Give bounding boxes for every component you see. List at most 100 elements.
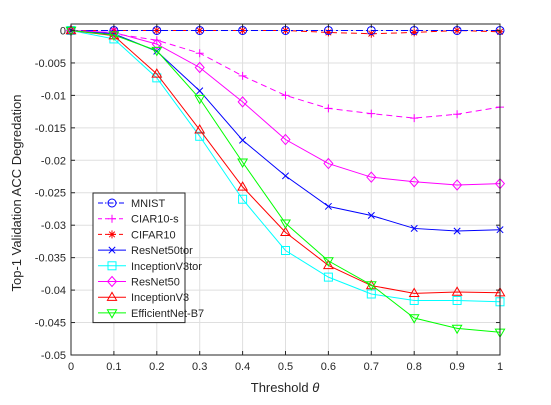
data-point bbox=[324, 28, 333, 37]
legend-entry: CIAR10-s bbox=[98, 214, 179, 226]
data-point bbox=[451, 324, 463, 335]
legend-marker bbox=[106, 275, 118, 288]
legend-box bbox=[92, 192, 186, 324]
data-point bbox=[281, 172, 290, 180]
legend-marker bbox=[106, 291, 118, 301]
legend-marker bbox=[108, 230, 116, 239]
x-tick-label: 0.7 bbox=[364, 361, 379, 373]
data-point bbox=[195, 26, 204, 35]
data-point bbox=[451, 286, 463, 296]
data-point bbox=[237, 181, 249, 191]
data-point bbox=[281, 91, 290, 100]
data-point bbox=[365, 281, 377, 291]
y-tick-label: -0.035 bbox=[35, 253, 66, 265]
y-tick-label: -0.005 bbox=[35, 58, 66, 70]
data-point bbox=[410, 114, 419, 123]
series-line bbox=[70, 29, 501, 186]
x-tick-label: 0.3 bbox=[192, 361, 207, 373]
y-tick-label: -0.01 bbox=[41, 90, 66, 102]
y-tick-label: -0.025 bbox=[35, 188, 66, 200]
data-point bbox=[280, 133, 291, 146]
y-tick-label: -0.045 bbox=[35, 318, 66, 330]
data-point bbox=[323, 272, 333, 282]
series-inceptionv3 bbox=[65, 24, 506, 298]
legend-label: ResNet50 bbox=[131, 277, 180, 289]
series-efficientnet-b7 bbox=[65, 26, 506, 339]
y-tick-label: 0 bbox=[60, 25, 66, 37]
legend-label: CIAR10-s bbox=[131, 214, 179, 226]
legend-entry: EfficientNet-B7 bbox=[98, 308, 204, 320]
x-tick-label: 1 bbox=[497, 361, 503, 373]
data-point bbox=[367, 109, 376, 118]
legend-entry: MNIST bbox=[98, 198, 166, 210]
legend-marker bbox=[107, 198, 117, 208]
x-axis-title: Threshold θ bbox=[251, 380, 320, 395]
data-point bbox=[452, 179, 463, 191]
legend-label: EfficientNet-B7 bbox=[131, 308, 204, 320]
data-point bbox=[366, 171, 377, 183]
data-point bbox=[194, 94, 206, 105]
data-point bbox=[108, 26, 119, 39]
data-point bbox=[367, 211, 375, 220]
y-tick-label: -0.04 bbox=[41, 285, 66, 297]
x-tick-label: 0.8 bbox=[407, 361, 422, 373]
legend-entry: CIFAR10 bbox=[98, 229, 176, 241]
data-point bbox=[237, 96, 248, 108]
y-tick-label: -0.015 bbox=[35, 123, 66, 135]
data-point bbox=[108, 31, 120, 41]
series-line bbox=[70, 29, 501, 303]
data-point bbox=[194, 123, 206, 134]
legend-label: MNIST bbox=[131, 198, 166, 210]
data-point bbox=[410, 224, 418, 232]
series-resnet50 bbox=[65, 24, 506, 191]
data-point bbox=[281, 246, 290, 256]
ticks: 0 0.1 0.2 0.3 0.4 0.5 0.6 0.7 0.8 0.9 1 0 -0.005 -0.0… bbox=[35, 24, 503, 373]
data-point bbox=[452, 295, 462, 305]
data-point bbox=[409, 175, 420, 188]
legend-label: ResNet50tor bbox=[131, 245, 193, 257]
data-point bbox=[196, 87, 204, 95]
data-point bbox=[324, 202, 332, 210]
legend-entry: InceptionV3 bbox=[98, 291, 189, 304]
x-tick-label: 0.1 bbox=[106, 361, 121, 373]
x-tick-label: 0.5 bbox=[278, 361, 293, 373]
x-tick-label: 0.9 bbox=[449, 361, 464, 373]
legend-marker bbox=[106, 309, 118, 319]
legend-label: InceptionV3 bbox=[131, 292, 189, 304]
y-tick-label: -0.03 bbox=[41, 220, 66, 232]
y-tick-label: -0.02 bbox=[41, 155, 66, 167]
legend: MNIST CIAR10-s CIFAR10 ResNet50tor Inception… bbox=[92, 192, 204, 324]
legend-entry: InceptionV3tor bbox=[98, 261, 202, 273]
x-tick-label: 0 bbox=[68, 361, 74, 373]
data-point bbox=[453, 227, 461, 235]
data-point bbox=[410, 28, 419, 37]
y-tick-label: -0.05 bbox=[41, 350, 66, 362]
data-point bbox=[280, 226, 291, 237]
legend-entry: ResNet50tor bbox=[98, 245, 193, 257]
data-point bbox=[152, 36, 161, 45]
legend-marker bbox=[108, 214, 116, 223]
data-point bbox=[238, 194, 248, 204]
legend-label: InceptionV3tor bbox=[131, 261, 202, 273]
legend-entry: ResNet50 bbox=[98, 275, 180, 289]
data-point bbox=[151, 46, 163, 57]
data-point bbox=[195, 131, 205, 141]
x-tick-label: 0.2 bbox=[149, 361, 164, 373]
data-point bbox=[453, 110, 462, 119]
x-tick-label: 0.4 bbox=[235, 361, 250, 373]
series-line bbox=[70, 29, 501, 333]
data-point bbox=[151, 68, 163, 78]
data-point bbox=[367, 29, 376, 38]
y-axis-title: Top-1 Validation ACC Degredation bbox=[9, 94, 24, 291]
data-point bbox=[408, 287, 420, 298]
data-point bbox=[238, 71, 247, 80]
data-point bbox=[151, 38, 162, 50]
data-point bbox=[280, 219, 291, 230]
data-point bbox=[194, 61, 205, 74]
x-tick-label: 0.6 bbox=[321, 361, 336, 373]
legend-marker bbox=[108, 246, 116, 254]
data-point bbox=[408, 314, 420, 324]
data-point bbox=[322, 257, 334, 267]
